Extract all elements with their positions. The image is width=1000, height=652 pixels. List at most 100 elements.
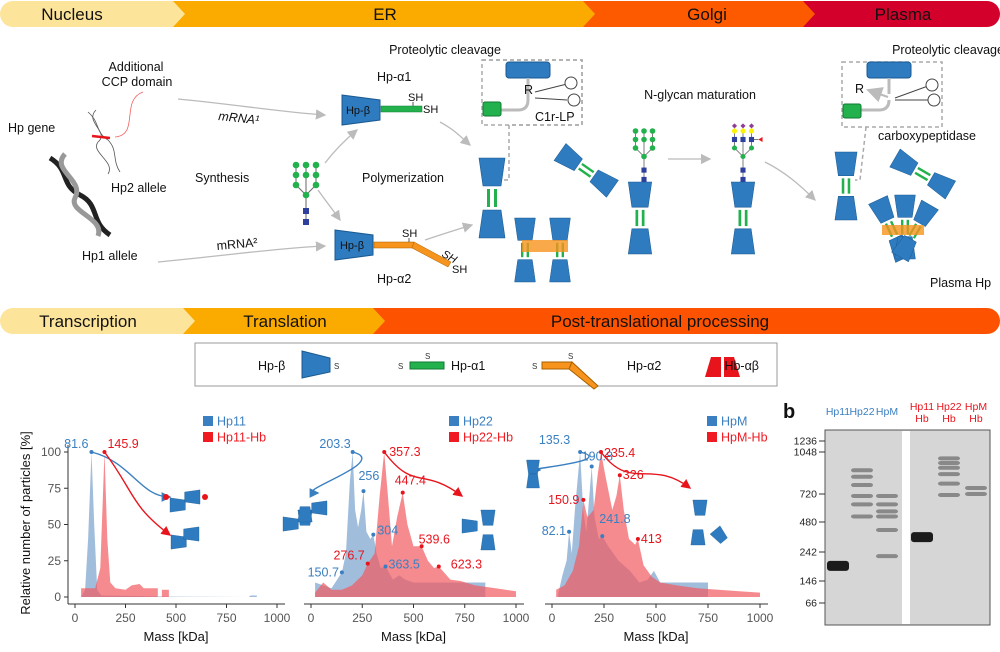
gel-band bbox=[851, 474, 873, 479]
stage-label: Post-translational processing bbox=[551, 312, 769, 331]
x-tick-label: 250 bbox=[594, 611, 614, 625]
x-tick-label: 500 bbox=[646, 611, 666, 625]
gel-band bbox=[938, 472, 960, 477]
stage-label: Transcription bbox=[39, 312, 137, 331]
legend-label: Hp11-Hb bbox=[217, 431, 266, 445]
legend-hp-alpha1-label: Hp-α1 bbox=[451, 359, 485, 373]
gel-band bbox=[851, 514, 873, 519]
peak-marker bbox=[635, 537, 640, 541]
lane-label: Hb bbox=[915, 413, 929, 425]
gel-band bbox=[938, 481, 960, 486]
lane-label: Hp22 bbox=[849, 406, 874, 418]
gel-band bbox=[965, 485, 987, 490]
proteolytic-cleavage-label: Proteolytic cleavage bbox=[389, 43, 501, 57]
s-label: S bbox=[425, 352, 430, 361]
gel-band bbox=[851, 468, 873, 473]
marker-label: 146 bbox=[799, 576, 817, 588]
peak-label: 357.3 bbox=[389, 445, 420, 459]
hp-gene-label: Hp gene bbox=[8, 121, 55, 135]
lane-label: Hp22 bbox=[936, 401, 961, 413]
annotation-arrow bbox=[383, 451, 464, 497]
stage-post-translational bbox=[373, 308, 1000, 334]
legend-label: Hp22-Hb bbox=[463, 431, 513, 445]
hp-alpha-block-icon bbox=[482, 101, 502, 117]
peak-label: 363.5 bbox=[389, 558, 420, 572]
peak-marker bbox=[436, 564, 441, 569]
proteolytic-cleavage-label: Proteolytic cleavage bbox=[892, 43, 1000, 57]
legend-swatch bbox=[203, 416, 213, 426]
x-tick-label: 500 bbox=[166, 611, 186, 625]
hp-beta-block-icon bbox=[505, 61, 551, 79]
s-label: S bbox=[568, 352, 573, 361]
marker-label: 1236 bbox=[794, 436, 818, 448]
gel-band bbox=[938, 465, 960, 470]
peak-marker bbox=[383, 564, 388, 569]
hp-beta-label: Hp-β bbox=[346, 105, 370, 117]
peak-marker bbox=[419, 544, 424, 549]
legend-label: HpM-Hb bbox=[721, 431, 768, 445]
r-label: R bbox=[855, 82, 864, 96]
panel-label: b bbox=[783, 401, 795, 423]
gel-band bbox=[876, 502, 898, 507]
peak-marker bbox=[581, 497, 586, 502]
plasma-hp-label: Plasma Hp bbox=[930, 276, 991, 290]
peak-marker bbox=[365, 561, 370, 566]
hp1-allele-dna-icon bbox=[48, 152, 112, 238]
x-tick-label: 1000 bbox=[747, 611, 774, 625]
gel-band bbox=[876, 514, 898, 519]
legend-label: Hp11 bbox=[217, 415, 246, 429]
sh-label: SH bbox=[408, 92, 423, 104]
gel-band bbox=[938, 492, 960, 497]
annotation-arrow bbox=[309, 451, 363, 498]
hp-alpha2-label: Hp-α2 bbox=[377, 272, 411, 286]
y-axis-label: Relative number of particles [%] bbox=[18, 431, 33, 615]
x-tick-label: 1000 bbox=[264, 611, 291, 625]
stage-plasma bbox=[803, 1, 1000, 27]
hp2-allele-dna-icon bbox=[87, 109, 121, 175]
sh-label: SH bbox=[452, 264, 467, 276]
legend-hp-alpha2-label: Hp-α2 bbox=[627, 359, 661, 373]
peak-marker bbox=[567, 529, 572, 534]
peak-label: 135.3 bbox=[539, 433, 570, 447]
x-tick-label: 0 bbox=[308, 611, 315, 625]
peak-label: 276.7 bbox=[333, 549, 364, 563]
gel-band bbox=[938, 460, 960, 465]
carboxypeptidase-label: carboxypeptidase bbox=[878, 129, 976, 143]
sh-label: SH bbox=[402, 228, 417, 240]
peak-label: 190.8 bbox=[582, 450, 613, 464]
hp-dimer-icon bbox=[627, 181, 653, 255]
marker-label: 480 bbox=[799, 517, 817, 529]
hp2-allele-label: Hp2 allele bbox=[111, 181, 167, 195]
stage-label: Golgi bbox=[687, 5, 727, 24]
peak-label: 150.9 bbox=[548, 493, 579, 507]
peak-label: 623.3 bbox=[451, 558, 482, 572]
stage-label: Plasma bbox=[875, 5, 932, 24]
structure-cartoons bbox=[163, 459, 730, 551]
y-tick-label: 0 bbox=[54, 590, 61, 604]
lane-label: Hb bbox=[942, 413, 956, 425]
n-glycan-maturation-label: N-glycan maturation bbox=[644, 88, 756, 102]
x-tick-label: 1000 bbox=[503, 611, 530, 625]
marker-label: 66 bbox=[805, 598, 817, 610]
legend-label: HpM bbox=[721, 415, 747, 429]
legend-swatch bbox=[449, 416, 459, 426]
r-label: R bbox=[524, 83, 533, 97]
gel-band bbox=[876, 509, 898, 514]
marker-label: 242 bbox=[799, 547, 817, 559]
peak-label: 539.6 bbox=[419, 532, 450, 546]
gel-lane: Hp11 bbox=[826, 406, 850, 571]
gel-lane: Hp22 bbox=[849, 406, 875, 519]
x-tick-label: 0 bbox=[549, 611, 556, 625]
gel-band bbox=[938, 456, 960, 461]
gel-band bbox=[851, 493, 873, 498]
zoom-inset-box bbox=[482, 59, 583, 181]
legend-label: Hp22 bbox=[463, 415, 493, 429]
x-tick-label: 750 bbox=[455, 611, 475, 625]
additional-label: Additional bbox=[109, 60, 164, 74]
gel-band bbox=[965, 492, 987, 496]
marker-label: 720 bbox=[799, 489, 817, 501]
symbol-legend: Hp-β S S S Hp-α1 S S Hp-α2 Hb-αβ bbox=[194, 342, 778, 390]
peak-marker bbox=[600, 534, 605, 539]
